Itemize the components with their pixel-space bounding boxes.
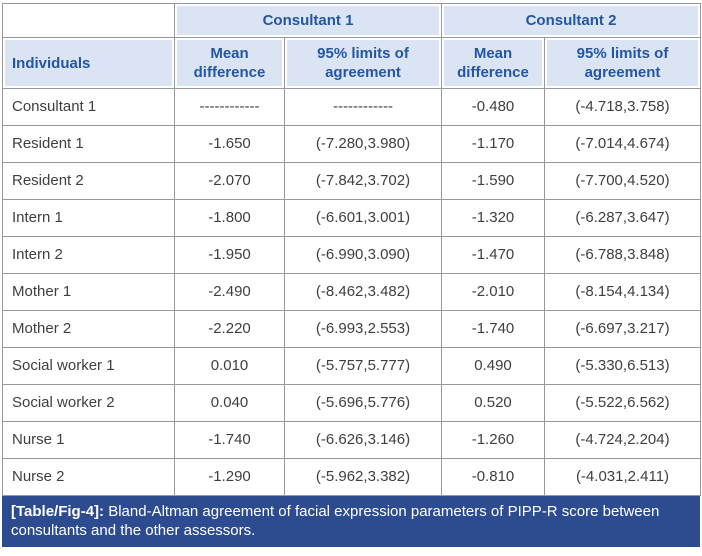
cell-c2-limits: (-6.287,3.647) xyxy=(544,199,701,237)
table-row: Social worker 1 0.010 (-5.757,5.777) 0.4… xyxy=(2,347,701,385)
row-label: Nurse 2 xyxy=(2,458,175,496)
cell-c1-mean: ------------ xyxy=(174,88,285,126)
table-row: Nurse 1 -1.740 (-6.626,3.146) -1.260 (-4… xyxy=(2,421,701,459)
cell-c1-limits: (-6.626,3.146) xyxy=(284,421,442,459)
cell-c1-limits: (-7.842,3.702) xyxy=(284,162,442,200)
table-figure: Consultant 1 Consultant 2 Individuals Me… xyxy=(2,3,701,547)
cell-c2-mean: -2.010 xyxy=(441,273,545,311)
cell-c1-limits: (-6.993,2.553) xyxy=(284,310,442,348)
caption-tag: [Table/Fig-4]: xyxy=(11,503,105,520)
cell-c2-limits: (-4.718,3.758) xyxy=(544,88,701,126)
cell-c2-mean: -0.810 xyxy=(441,458,545,496)
cell-c1-limits: (-7.280,3.980) xyxy=(284,125,442,163)
group-header-consultant1: Consultant 1 xyxy=(174,3,442,38)
column-header-limits-2: 95% limits of agreement xyxy=(544,37,701,89)
header-group-row: Consultant 1 Consultant 2 xyxy=(2,3,701,38)
table-row: Mother 2 -2.220 (-6.993,2.553) -1.740 (-… xyxy=(2,310,701,348)
table-row: Intern 1 -1.800 (-6.601,3.001) -1.320 (-… xyxy=(2,199,701,237)
row-label: Mother 1 xyxy=(2,273,175,311)
cell-c2-mean: -0.480 xyxy=(441,88,545,126)
cell-c2-limits: (-4.724,2.204) xyxy=(544,421,701,459)
cell-c1-limits: (-8.462,3.482) xyxy=(284,273,442,311)
column-header-mean-difference-2: Mean difference xyxy=(441,37,545,89)
table-row: Resident 1 -1.650 (-7.280,3.980) -1.170 … xyxy=(2,125,701,163)
row-label: Social worker 1 xyxy=(2,347,175,385)
row-label: Nurse 1 xyxy=(2,421,175,459)
cell-c2-limits: (-7.700,4.520) xyxy=(544,162,701,200)
cell-c1-limits: (-5.962,3.382) xyxy=(284,458,442,496)
table-row: Social worker 2 0.040 (-5.696,5.776) 0.5… xyxy=(2,384,701,422)
cell-c1-mean: -2.220 xyxy=(174,310,285,348)
cell-c2-limits: (-7.014,4.674) xyxy=(544,125,701,163)
cell-c2-limits: (-6.788,3.848) xyxy=(544,236,701,274)
cell-c2-mean: 0.520 xyxy=(441,384,545,422)
cell-c2-mean: -1.740 xyxy=(441,310,545,348)
cell-c1-mean: 0.010 xyxy=(174,347,285,385)
cell-c2-mean: -1.170 xyxy=(441,125,545,163)
row-label: Resident 1 xyxy=(2,125,175,163)
cell-c1-limits: (-5.757,5.777) xyxy=(284,347,442,385)
table-row: Mother 1 -2.490 (-8.462,3.482) -2.010 (-… xyxy=(2,273,701,311)
cell-c1-mean: -1.950 xyxy=(174,236,285,274)
caption-text: Bland-Altman agreement of facial express… xyxy=(11,503,660,539)
header-columns-row: Individuals Mean difference 95% limits o… xyxy=(2,37,701,89)
cell-c2-limits: (-8.154,4.134) xyxy=(544,273,701,311)
cell-c1-mean: -1.800 xyxy=(174,199,285,237)
cell-c1-mean: -2.490 xyxy=(174,273,285,311)
cell-c2-limits: (-6.697,3.217) xyxy=(544,310,701,348)
table-caption: [Table/Fig-4]: Bland-Altman agreement of… xyxy=(2,496,700,547)
row-label: Mother 2 xyxy=(2,310,175,348)
cell-c2-mean: 0.490 xyxy=(441,347,545,385)
row-label: Intern 1 xyxy=(2,199,175,237)
group-header-consultant2: Consultant 2 xyxy=(441,3,701,38)
cell-c1-limits: ------------ xyxy=(284,88,442,126)
table-row: Intern 2 -1.950 (-6.990,3.090) -1.470 (-… xyxy=(2,236,701,274)
row-label: Social worker 2 xyxy=(2,384,175,422)
data-table: Consultant 1 Consultant 2 Individuals Me… xyxy=(2,3,701,496)
cell-c1-mean: -2.070 xyxy=(174,162,285,200)
table-row: Nurse 2 -1.290 (-5.962,3.382) -0.810 (-4… xyxy=(2,458,701,496)
cell-c1-mean: 0.040 xyxy=(174,384,285,422)
cell-c1-limits: (-6.990,3.090) xyxy=(284,236,442,274)
table-row: Resident 2 -2.070 (-7.842,3.702) -1.590 … xyxy=(2,162,701,200)
row-label: Intern 2 xyxy=(2,236,175,274)
cell-c1-limits: (-6.601,3.001) xyxy=(284,199,442,237)
column-header-mean-difference-1: Mean difference xyxy=(174,37,285,89)
row-label: Consultant 1 xyxy=(2,88,175,126)
cell-c1-mean: -1.290 xyxy=(174,458,285,496)
cell-c1-mean: -1.740 xyxy=(174,421,285,459)
cell-c2-limits: (-5.522,6.562) xyxy=(544,384,701,422)
cell-c1-limits: (-5.696,5.776) xyxy=(284,384,442,422)
corner-cell xyxy=(2,3,175,38)
cell-c1-mean: -1.650 xyxy=(174,125,285,163)
cell-c2-mean: -1.590 xyxy=(441,162,545,200)
cell-c2-limits: (-4.031,2.411) xyxy=(544,458,701,496)
cell-c2-mean: -1.320 xyxy=(441,199,545,237)
cell-c2-limits: (-5.330,6.513) xyxy=(544,347,701,385)
cell-c2-mean: -1.470 xyxy=(441,236,545,274)
cell-c2-mean: -1.260 xyxy=(441,421,545,459)
table-row: Consultant 1 ------------ ------------ -… xyxy=(2,88,701,126)
column-header-limits-1: 95% limits of agreement xyxy=(284,37,442,89)
column-header-individuals: Individuals xyxy=(2,37,175,89)
row-label: Resident 2 xyxy=(2,162,175,200)
